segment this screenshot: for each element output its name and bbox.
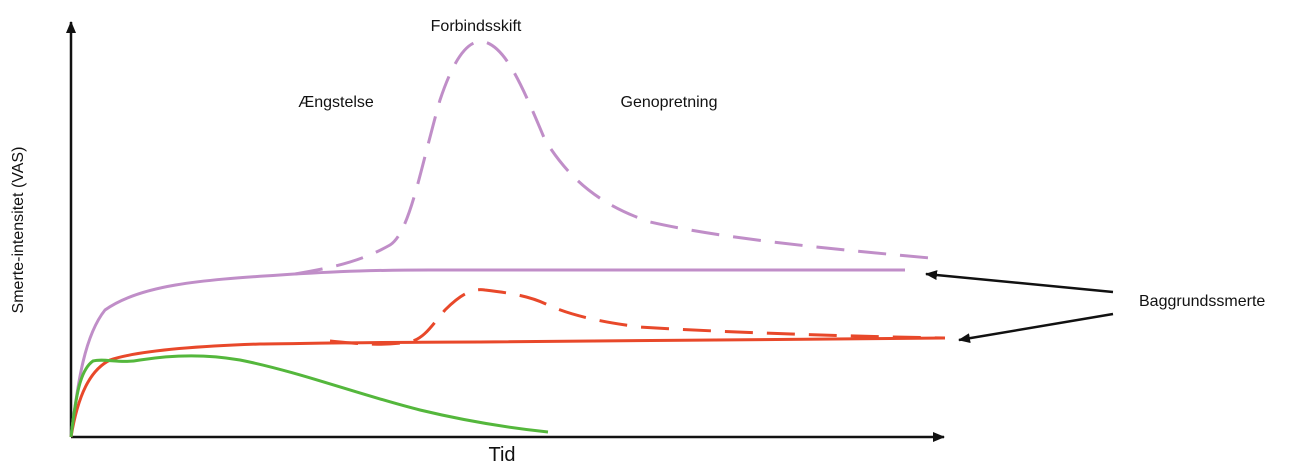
- phase-label-anxiety: Ængstelse: [298, 94, 374, 111]
- pointer-arrow-lower: [958, 312, 1114, 344]
- background-pain-label: Baggrundssmerte: [1139, 293, 1265, 310]
- red-solid-curve: [69, 336, 946, 438]
- phase-label-dressing-change: Forbindsskift: [431, 18, 522, 35]
- green-solid-curve: [69, 354, 549, 438]
- red-dashed-curve: [329, 288, 946, 346]
- pointer-arrow-upper: [925, 270, 1114, 294]
- x-axis-label: Tid: [488, 444, 515, 465]
- phase-label-recovery: Genopretning: [621, 94, 718, 111]
- y-axis-label: Smerte-intensitet (VAS): [10, 147, 27, 314]
- purple-dashed-curve: [294, 39, 931, 276]
- purple-solid-curve: [69, 268, 905, 438]
